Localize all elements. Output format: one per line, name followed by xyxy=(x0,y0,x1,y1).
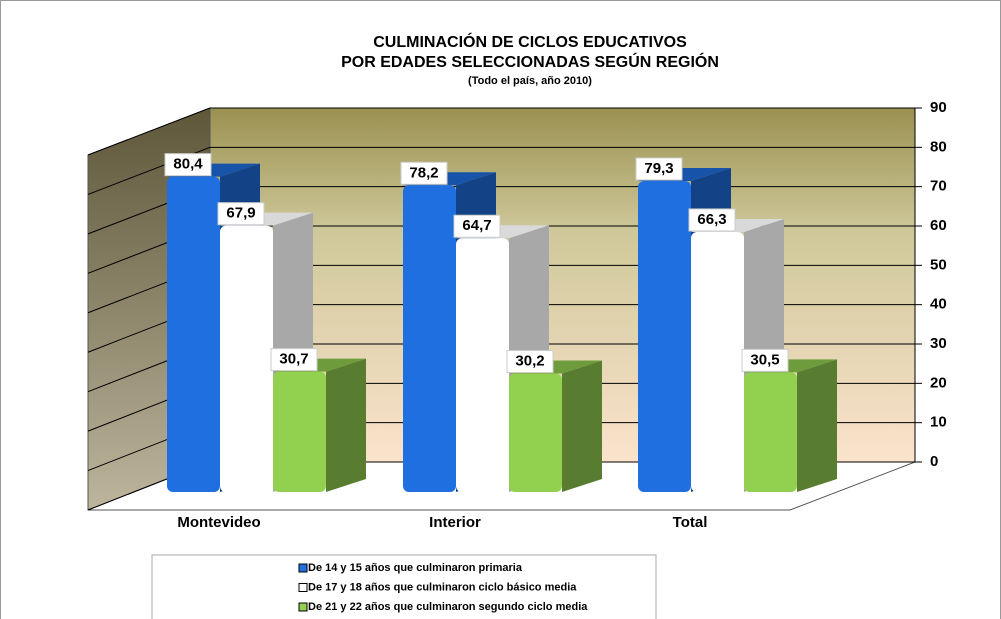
bar xyxy=(167,176,220,493)
bar xyxy=(220,225,273,493)
legend-label: De 17 y 18 años que culminaron ciclo bás… xyxy=(308,581,577,593)
y-tick-label: 70 xyxy=(930,178,947,195)
data-label: 67,9 xyxy=(226,205,255,222)
bar xyxy=(273,371,326,492)
bar-side xyxy=(326,358,366,492)
y-tick-label: 80 xyxy=(930,138,947,155)
data-label: 78,2 xyxy=(409,164,438,181)
x-tick-label: Interior xyxy=(429,514,481,531)
legend-swatch xyxy=(298,563,308,573)
data-label-box xyxy=(688,208,736,232)
y-tick-label: 40 xyxy=(930,296,947,313)
x-tick-label: Montevideo xyxy=(177,514,260,531)
chart-title: CULMINACIÓN DE CICLOS EDUCATIVOS xyxy=(373,32,687,51)
bar xyxy=(509,373,562,492)
y-tick-label: 20 xyxy=(930,374,947,391)
legend-swatch xyxy=(298,583,308,592)
legend-label: De 14 y 15 años que culminaron primaria xyxy=(308,562,523,574)
data-label-box xyxy=(400,161,448,185)
data-label: 80,4 xyxy=(173,156,203,173)
grid-line xyxy=(87,107,211,156)
bar-side xyxy=(797,359,837,492)
data-label-box xyxy=(741,348,789,372)
y-tick-label: 10 xyxy=(930,414,947,431)
bar-side xyxy=(562,360,602,492)
legend xyxy=(151,554,657,619)
data-label-box xyxy=(635,157,683,181)
data-label: 30,5 xyxy=(750,351,779,368)
data-label: 30,7 xyxy=(279,351,308,368)
y-tick-label: 60 xyxy=(930,217,947,234)
data-label: 30,2 xyxy=(515,353,544,370)
data-label: 64,7 xyxy=(462,217,491,234)
bar xyxy=(691,231,744,492)
data-label-box xyxy=(453,214,501,238)
y-tick-label: 50 xyxy=(930,256,947,273)
bar xyxy=(638,180,691,492)
legend-swatch xyxy=(298,602,308,612)
data-label-box xyxy=(164,153,212,177)
legend-label: De 21 y 22 años que culminaron segundo c… xyxy=(308,601,588,613)
data-label: 79,3 xyxy=(644,160,673,177)
data-label-box xyxy=(506,350,554,374)
y-tick-label: 0 xyxy=(930,453,938,470)
data-label: 66,3 xyxy=(697,211,726,228)
y-tick-label: 90 xyxy=(930,99,947,116)
data-label-box xyxy=(217,202,265,226)
chart-subtitle: (Todo el país, año 2010) xyxy=(468,75,592,87)
bar xyxy=(403,185,456,492)
bar xyxy=(456,238,509,492)
y-tick-label: 30 xyxy=(930,335,947,352)
x-tick-label: Total xyxy=(673,514,708,531)
data-label-box xyxy=(270,348,318,372)
chart-title: POR EDADES SELECCIONADAS SEGÚN REGIÓN xyxy=(341,52,719,71)
bar xyxy=(744,372,797,492)
